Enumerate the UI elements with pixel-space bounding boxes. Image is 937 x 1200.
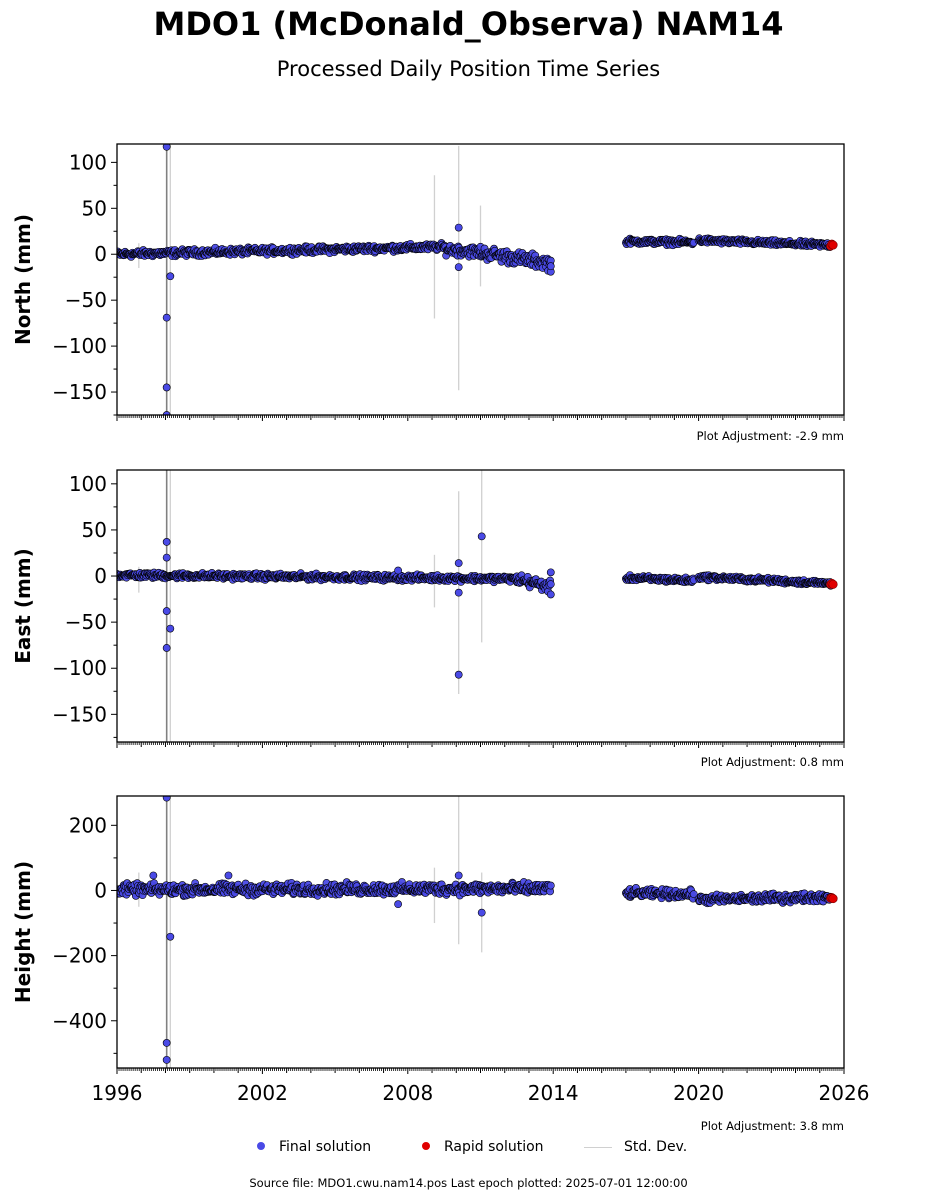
y-axis-label: Height (mm) (11, 861, 35, 1003)
legend-rapid: Rapid solution (422, 1136, 544, 1158)
legend-stddev: Std. Dev. (584, 1136, 687, 1158)
final-point (477, 532, 486, 541)
final-point (162, 1039, 171, 1047)
y-tick-label: 100 (69, 150, 107, 174)
final-point (454, 588, 463, 597)
legend-final: Final solution (257, 1136, 371, 1158)
final-point (546, 568, 555, 577)
y-axis-label: East (mm) (11, 548, 35, 664)
final-point (162, 538, 171, 546)
x-tick-label: 2008 (382, 1081, 433, 1105)
final-point (166, 272, 175, 281)
x-tick-label: 2026 (819, 1081, 870, 1105)
final-point (689, 890, 698, 899)
legend-rapid-label: Rapid solution (444, 1139, 544, 1155)
rapid-point (828, 240, 838, 250)
legend-stddev-label: Std. Dev. (624, 1139, 688, 1155)
y-tick-label: −100 (52, 656, 107, 680)
rapid-marker-icon (422, 1142, 430, 1150)
final-point (166, 932, 175, 941)
final-point (162, 644, 171, 652)
final-point (394, 566, 403, 575)
final-point (477, 908, 486, 917)
y-tick-label: 100 (69, 472, 107, 496)
final-point (546, 262, 555, 271)
final-point (162, 313, 171, 322)
plot-area-north (117, 144, 838, 415)
y-axis-label: North (mm) (11, 214, 35, 345)
stddev-line-icon (584, 1146, 612, 1148)
y-tick-label: −50 (65, 288, 107, 312)
final-point (454, 223, 463, 232)
y-tick-label: −400 (52, 1009, 107, 1033)
plot-adjustment: Plot Adjustment: 3.8 mm (701, 1119, 844, 1133)
y-tick-label: −150 (52, 380, 107, 404)
y-tick-label: −150 (52, 702, 107, 726)
y-tick-label: 0 (94, 564, 107, 588)
plot-adjustment: Plot Adjustment: -2.9 mm (697, 429, 844, 443)
panel-height: 200 0 −200 −400 1996 2002 2008 2014 2020 2026 Heig… (11, 795, 870, 1133)
y-tick-label: 0 (94, 878, 107, 902)
rapid-point (828, 579, 838, 589)
source-note: Source file: MDO1.cwu.nam14.pos Last epo… (249, 1176, 688, 1190)
x-tick-label: 1996 (92, 1081, 143, 1105)
final-point (546, 881, 555, 890)
final-marker-icon (257, 1142, 265, 1150)
y-tick-label: 50 (82, 518, 107, 542)
y-tick-label: 200 (69, 813, 107, 837)
legend: Final solution Rapid solution Std. Dev. (0, 1136, 937, 1158)
final-point (162, 144, 171, 151)
final-point (546, 590, 555, 599)
chart-subtitle: Processed Daily Position Time Series (276, 57, 661, 81)
legend-final-label: Final solution (279, 1139, 372, 1155)
final-point (454, 559, 463, 568)
final-point (162, 553, 171, 562)
y-tick-label: 50 (82, 196, 107, 220)
panel-frame (116, 795, 845, 1069)
final-point (162, 383, 171, 392)
panel-north: 100 50 0 −50 −100 −150 North (mm) Plot Adjustme… (11, 143, 845, 443)
final-point (546, 580, 555, 589)
final-point (166, 624, 175, 633)
x-tick-label: 2014 (528, 1081, 579, 1105)
panel-east: 100 50 0 −50 −100 −150 East (mm) Plot Adjustmen… (11, 469, 845, 769)
x-tick-label: 2002 (237, 1081, 288, 1105)
plot-area-height (117, 796, 838, 1068)
final-point (149, 871, 158, 880)
y-tick-label: −200 (52, 944, 107, 968)
panel-frame (116, 469, 845, 743)
rapid-point (828, 894, 838, 904)
final-point (162, 796, 171, 802)
final-point (454, 871, 463, 880)
x-tick-label: 2020 (673, 1081, 724, 1105)
final-point (454, 670, 463, 679)
final-point (162, 607, 171, 615)
final-point (162, 1055, 171, 1064)
chart-title: MDO1 (McDonald_Observa) NAM14 (153, 5, 784, 43)
y-tick-label: 0 (94, 242, 107, 266)
y-tick-label: −50 (65, 610, 107, 634)
y-tick-label: −100 (52, 334, 107, 358)
final-point (394, 900, 403, 909)
final-point (454, 263, 463, 271)
plot-area-east (117, 470, 838, 742)
plot-adjustment: Plot Adjustment: 0.8 mm (701, 755, 844, 769)
final-point (224, 871, 233, 880)
